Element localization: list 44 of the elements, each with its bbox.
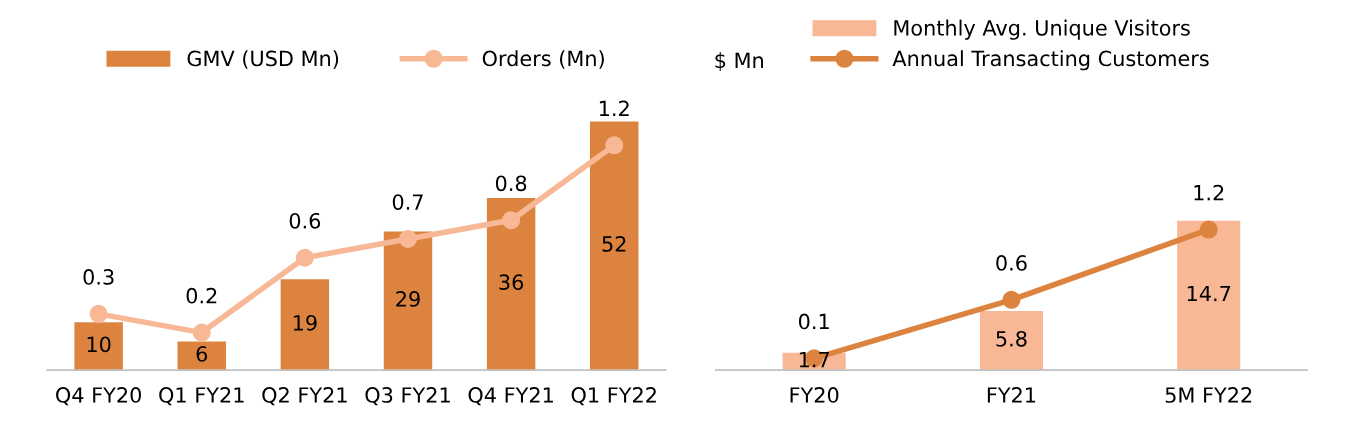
x-tick-label: Q4 FY20 [56,387,141,406]
x-tick-label: FY20 [790,387,839,403]
point [398,229,418,248]
data-label: 10 [87,336,111,353]
data-label: 0.7 [392,194,423,210]
data-label: 1.2 [599,100,629,116]
data-label: 1.7 [799,352,829,368]
data-label: 0.1 [798,313,829,330]
legend-label: Monthly Avg. Unique Visitors [894,19,1190,40]
x-tick-label: Q3 FY21 [365,387,450,406]
data-label: 29 [396,291,420,307]
data-label: 0.6 [996,255,1027,271]
data-label: 5.8 [996,330,1027,347]
data-label: 0.2 [186,287,217,304]
bar [280,279,330,371]
data-label: 0.8 [495,175,527,192]
point [605,136,624,155]
point [192,323,211,342]
bar [589,121,639,371]
x-tick-label: Q1 FY21 [159,387,244,406]
x-tick-label: 5M FY22 [1165,387,1252,403]
point [89,304,108,323]
data-label: 0.3 [83,269,114,285]
point [295,248,314,267]
data-label: 14.7 [1187,285,1231,302]
data-label: 36 [499,274,524,291]
data-label: 19 [293,314,317,331]
legend-label: Annual Transacting Customers [892,50,1209,71]
legend-label: Orders (Mn) [482,50,604,69]
x-tick-label: Q4 FY21 [468,387,553,406]
bar [177,341,226,371]
y-axis-title: $ Mn [715,52,763,71]
legend-label: GMV (USD Mn) [187,50,339,69]
data-label: 1.2 [1194,184,1224,201]
bar [383,231,433,371]
x-tick-label: Q2 FY21 [262,387,347,406]
bar [486,197,536,371]
data-label: 52 [602,236,626,252]
point [502,211,521,230]
x-tick-label: FY21 [987,387,1036,403]
bar [74,322,123,371]
data-label: 0.6 [289,212,321,229]
x-tick-label: Q1 FY22 [571,387,656,406]
data-label: 6 [196,346,208,362]
